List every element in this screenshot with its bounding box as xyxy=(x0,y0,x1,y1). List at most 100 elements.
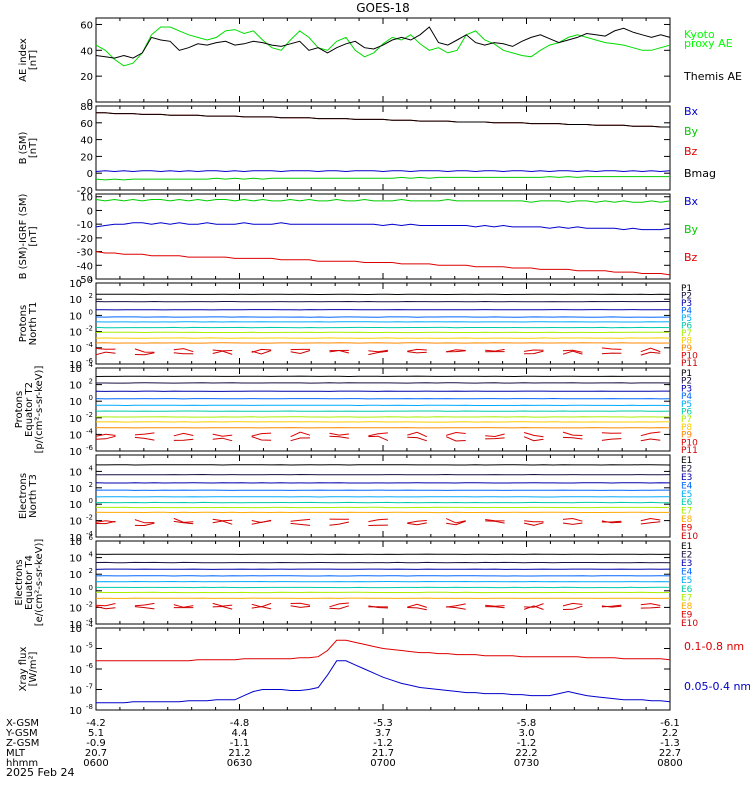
y-tick-label: 10 xyxy=(69,344,82,355)
channel-line-p11 xyxy=(407,352,427,353)
plot-title: GOES-18 xyxy=(356,1,410,15)
panel-frame xyxy=(96,18,670,102)
channel-line-p10 xyxy=(563,432,582,435)
legend-entry: Bz xyxy=(684,145,698,158)
y-tick-label: 10 xyxy=(69,570,82,581)
channel-line-e9 xyxy=(174,605,194,608)
legend-entry: proxy AE xyxy=(684,37,733,50)
y-tick-label: 10 xyxy=(69,364,82,375)
y-tick-label: 60 xyxy=(80,119,93,130)
series-line-bx xyxy=(96,223,670,230)
y-tick-label: 40 xyxy=(80,136,93,147)
channel-line-e9 xyxy=(135,520,155,523)
channel-line-e10 xyxy=(135,607,155,609)
y-axis-label: [e/(cm²-s-sr-keV)] xyxy=(34,539,45,627)
y-tick-exponent: 0 xyxy=(89,394,93,402)
y-tick-label: 80 xyxy=(80,102,93,113)
legend-entry: Bx xyxy=(684,195,699,208)
channel-line-e9 xyxy=(641,519,661,521)
legend-entry: Themis AE xyxy=(683,70,742,83)
legend-entry: 0.05-0.4 nm xyxy=(684,680,750,693)
y-axis-label: [p/(cm²-s-sr-keV)] xyxy=(34,366,45,454)
y-tick-exponent: 4 xyxy=(89,361,94,369)
y-axis-label: [nT] xyxy=(28,50,39,70)
y-tick-exponent: 0 xyxy=(89,308,93,316)
ephemeris-value: 0700 xyxy=(370,758,395,769)
channel-line-e9 xyxy=(291,519,310,521)
y-tick-label: 10 xyxy=(69,554,82,565)
channel-line-e9 xyxy=(96,604,116,606)
series-line-bx xyxy=(96,171,670,172)
channel-line-p10 xyxy=(641,348,661,352)
y-tick-label: -20 xyxy=(77,234,93,245)
channel-line-e10 xyxy=(641,607,661,608)
y-tick-label: 10 xyxy=(69,484,82,495)
y-tick-label: 10 xyxy=(69,665,82,676)
y-tick-label: 10 xyxy=(69,603,82,614)
y-tick-label: 10 xyxy=(69,295,82,306)
panel-frame xyxy=(96,541,670,624)
y-tick-exponent: 4 xyxy=(89,464,94,472)
channel-line-e10 xyxy=(563,606,582,609)
y-tick-exponent: -4 xyxy=(86,341,94,349)
channel-line-e10 xyxy=(330,522,349,525)
y-axis-label: North T1 xyxy=(28,302,39,346)
series-line-0-1-0-8-nm xyxy=(96,640,670,661)
y-tick-exponent: 4 xyxy=(89,276,94,284)
channel-line-p11 xyxy=(291,351,310,354)
y-tick-label: 20 xyxy=(80,72,93,83)
channel-line-p11 xyxy=(602,439,622,441)
channel-line-p11 xyxy=(174,439,194,440)
y-tick-exponent: 6 xyxy=(89,534,94,542)
panel-frame xyxy=(96,628,670,710)
channel-line-p11 xyxy=(96,436,116,439)
y-tick-exponent: -4 xyxy=(86,427,94,435)
y-tick-exponent: -2 xyxy=(86,514,93,522)
channel-line-p10 xyxy=(291,432,310,437)
legend-entry: 0.1-0.8 nm xyxy=(684,640,744,653)
channel-line-p11 xyxy=(641,352,661,355)
legend-entry: Bx xyxy=(684,105,699,118)
channel-label-p11: P11 xyxy=(681,446,698,456)
y-tick-exponent: 2 xyxy=(89,567,93,575)
y-tick-label: -30 xyxy=(77,248,93,259)
channel-line-e10 xyxy=(485,607,504,608)
channel-line-p10 xyxy=(213,434,233,436)
series-line-kyoto-proxy-ae xyxy=(96,27,670,66)
series-line-0-05-0-4-nm xyxy=(96,661,670,703)
channel-line-p10 xyxy=(446,433,466,436)
channel-line-e10 xyxy=(563,523,582,524)
y-tick-exponent: -8 xyxy=(86,703,93,711)
series-line-by xyxy=(96,177,670,180)
channel-line-e9 xyxy=(485,605,504,606)
legend-entry: Bz xyxy=(684,251,698,264)
legend-entry: By xyxy=(684,223,699,236)
channel-line-p10 xyxy=(485,434,504,437)
y-tick-exponent: -6 xyxy=(86,662,94,670)
y-tick-label: 10 xyxy=(69,517,82,528)
channel-line-p11 xyxy=(96,352,116,355)
y-tick-label: 10 xyxy=(69,447,82,458)
ephemeris-table: X-GSMY-GSMZ-GSMMLThhmm-4.25.1-0.920.7060… xyxy=(5,718,683,769)
legend-entry: Bmag xyxy=(684,167,716,180)
channel-label-p11: P11 xyxy=(681,359,698,369)
y-axis-label: [W/m²] xyxy=(28,651,39,686)
y-tick-label: 10 xyxy=(69,686,82,697)
channel-label-e10: E10 xyxy=(681,619,698,629)
y-tick-label: 10 xyxy=(69,328,82,339)
y-tick-label: 10 xyxy=(69,587,82,598)
y-tick-label: 10 xyxy=(69,624,82,635)
channel-line-p11 xyxy=(252,437,271,441)
channel-line-p10 xyxy=(524,350,543,351)
channel-line-e10 xyxy=(407,608,427,610)
ephemeris-value: 0800 xyxy=(657,758,682,769)
panel-frame xyxy=(96,106,670,190)
channel-line-e10 xyxy=(213,521,233,524)
ephemeris-value: 0730 xyxy=(514,758,539,769)
y-axis-label: North T3 xyxy=(28,474,39,518)
y-tick-exponent: -2 xyxy=(86,600,93,608)
y-tick-label: 10 xyxy=(69,467,82,478)
